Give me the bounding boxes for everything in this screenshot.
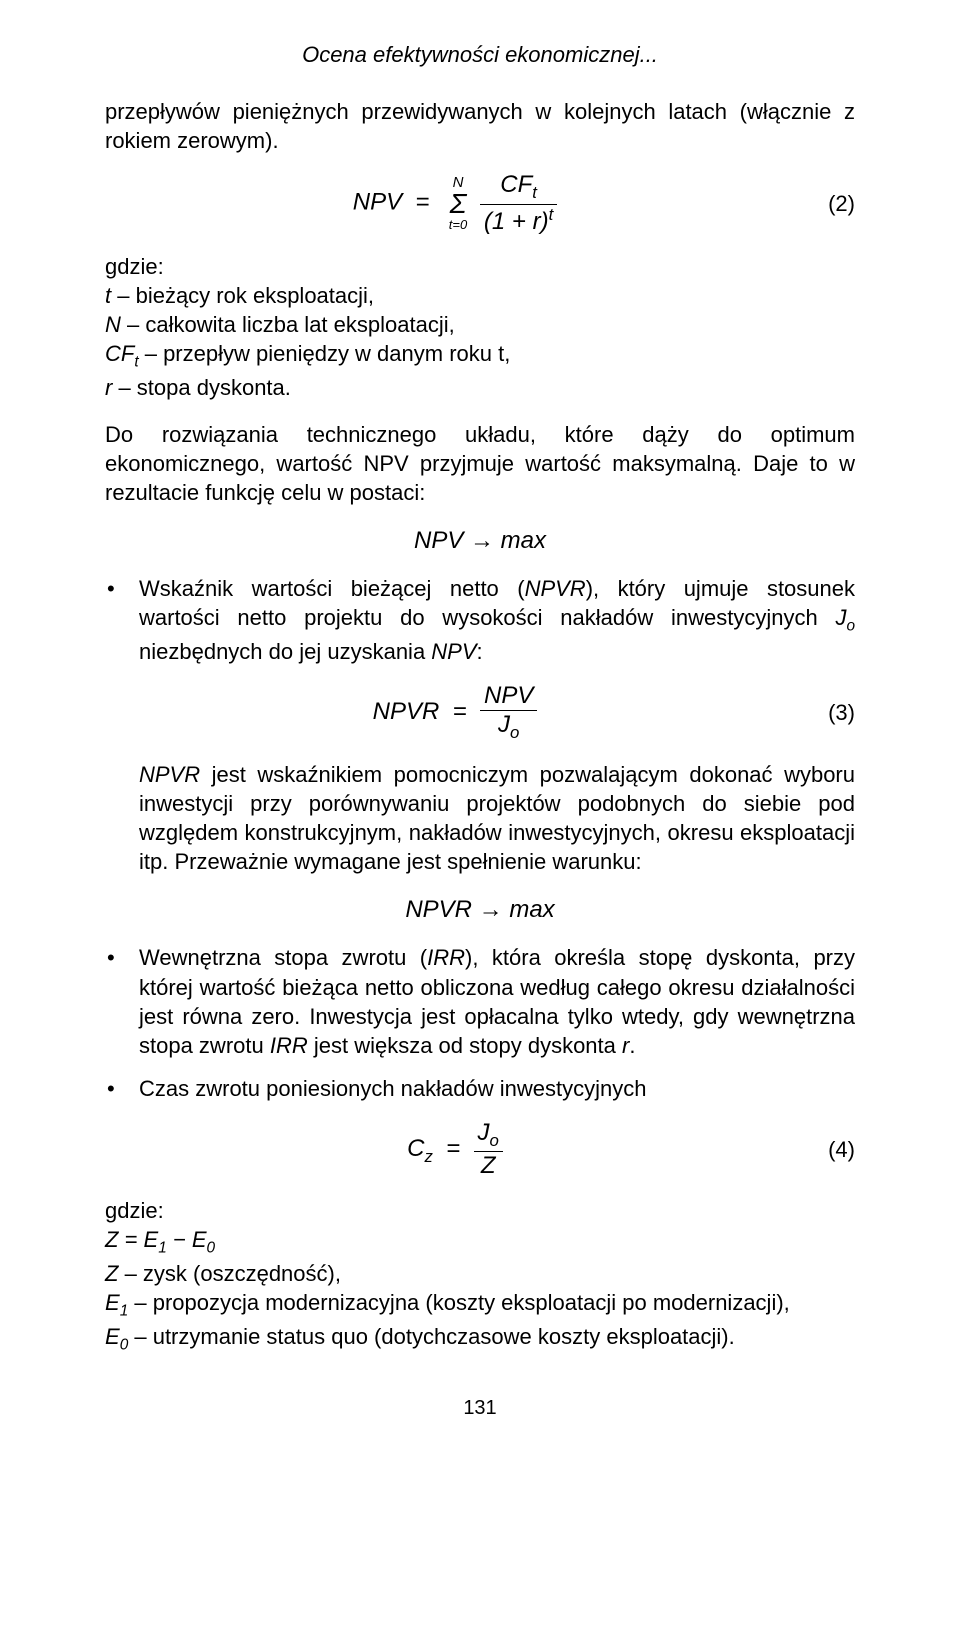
paragraph-3: NPVR jest wskaźnikiem pomocniczym pozwal… [139, 760, 855, 876]
where4-l3-sym: E1 [105, 1290, 128, 1315]
p3-a: NPVR [139, 762, 200, 787]
eq2-num: CFt [500, 171, 537, 198]
eq3-den-sub: o [510, 723, 519, 742]
where4-l3-sub: 1 [120, 1302, 129, 1319]
equation-npvr-max: NPVR → max [105, 894, 855, 926]
where2-l1-txt: – bieżący rok eksploatacji, [111, 283, 374, 308]
b1-t4a: J [835, 605, 846, 630]
where2-l3-sym-a: CF [105, 341, 134, 366]
sigma-symbol: Σ [449, 190, 467, 218]
bullet-2: • Wewnętrzna stopa zwrotu (IRR), która o… [105, 943, 855, 1059]
where2-l4: r – stopa dyskonta. [105, 373, 855, 402]
b2-t7: . [629, 1033, 635, 1058]
page-number: 131 [105, 1395, 855, 1421]
bullet-3: • Czas zwrotu poniesionych nakładów inwe… [105, 1074, 855, 1103]
eq4-num-a: J [478, 1119, 490, 1146]
eq4-fraction: Jo Z [474, 1121, 503, 1179]
eq2-den-exp: t [549, 205, 554, 224]
where-intro: gdzie: [105, 252, 855, 281]
where4-l4-sym-a: E [105, 1324, 120, 1349]
where4-l3-sym-a: E [105, 1290, 120, 1315]
where2-l3: CFt – przepływ pieniędzy w danym roku t, [105, 339, 855, 373]
b2-t4: IRR [270, 1033, 308, 1058]
arrow-icon-2: → [479, 896, 503, 923]
where4-l4-sym: E0 [105, 1324, 128, 1349]
b2-t1: Wewnętrzna stopa zwrotu ( [139, 945, 427, 970]
eq4-lhs-a: C [407, 1135, 424, 1162]
eq3-fraction: NPV Jo [480, 684, 537, 742]
where2-l2: N – całkowita liczba lat eksploatacji, [105, 310, 855, 339]
b2-t5: jest większa od stopy dyskonta [308, 1033, 622, 1058]
where2-l3-sym: CFt [105, 341, 139, 366]
b1-t4sub: o [846, 618, 855, 635]
eq4-num: Jo [474, 1121, 503, 1153]
equation-4: Cz = Jo Z [105, 1121, 805, 1179]
where4-intro: gdzie: [105, 1196, 855, 1225]
bullet-dot-icon-2: • [105, 943, 139, 1059]
b1-t5: niezbędnych do jej uzyskania [139, 639, 431, 664]
eq2-sigma: N Σ t=0 [449, 175, 467, 231]
where4-l3-txt: – propozycja modernizacyjna (koszty eksp… [128, 1290, 790, 1315]
where4-l2-txt: – zysk (oszczędność), [118, 1261, 341, 1286]
where4-l4-sub: 0 [120, 1336, 129, 1353]
b1-t4: Jo [835, 605, 855, 630]
b1-t1: Wskaźnik wartości bieżącej netto ( [139, 576, 525, 601]
eq2-den: (1 + r) [484, 208, 549, 235]
eq4-lhs-sub: z [424, 1147, 432, 1166]
equation-npv-max: NPV → max [105, 525, 855, 557]
equation-3-number: (3) [805, 698, 855, 727]
eq3-lhs: NPVR [373, 698, 440, 725]
where2-l2-txt: – całkowita liczba lat eksploatacji, [121, 312, 455, 337]
bullet-dot-icon-3: • [105, 1074, 139, 1103]
where4-l4-txt: – utrzymanie status quo (dotychczasowe k… [128, 1324, 735, 1349]
where4-l2: Z – zysk (oszczędność), [105, 1259, 855, 1288]
equation-2: NPV = N Σ t=0 CFt (1 + r)t [105, 173, 805, 234]
b2-t2: IRR [427, 945, 465, 970]
bullet-1-content: Wskaźnik wartości bieżącej netto (NPVR),… [139, 574, 855, 666]
where-block-2: gdzie: t – bieżący rok eksploatacji, N –… [105, 252, 855, 402]
where-block-4: gdzie: Z = E1 − E0 Z – zysk (oszczędność… [105, 1196, 855, 1355]
eq4-num-sub: o [490, 1130, 499, 1149]
equation-2-row: NPV = N Σ t=0 CFt (1 + r)t (2) [105, 173, 855, 234]
b1-t2: NPVR [525, 576, 586, 601]
equation-2-number: (2) [805, 189, 855, 218]
arrow-icon: → [470, 527, 494, 554]
bullet-3-content: Czas zwrotu poniesionych nakładów inwest… [139, 1074, 855, 1103]
where2-l2-sym: N [105, 312, 121, 337]
bullet-1: • Wskaźnik wartości bieżącej netto (NPVR… [105, 574, 855, 666]
equation-3: NPVR = NPV Jo [105, 684, 805, 742]
equation-3-row: NPVR = NPV Jo (3) [105, 684, 855, 742]
where2-l1: t – bieżący rok eksploatacji, [105, 281, 855, 310]
eq3-den: Jo [480, 711, 537, 742]
eq3-den-a: J [498, 711, 510, 738]
bullet-2-content: Wewnętrzna stopa zwrotu (IRR), która okr… [139, 943, 855, 1059]
b1-t6: NPV [431, 639, 476, 664]
where4-l4: E0 – utrzymanie status quo (dotychczasow… [105, 1322, 855, 1356]
where2-l3-txt: – przepływ pieniędzy w danym roku t, [139, 341, 511, 366]
where4-l1: Z = E1 − E0 [105, 1225, 855, 1259]
where4-l3: E1 – propozycja modernizacyjna (koszty e… [105, 1288, 855, 1322]
eq2-sigma-bot: t=0 [449, 218, 467, 231]
paragraph-intro: przepływów pieniężnych przewidywanych w … [105, 97, 855, 155]
where2-l4-txt: – stopa dyskonta. [112, 375, 291, 400]
eq4-lhs: Cz [407, 1135, 433, 1162]
equation-4-row: Cz = Jo Z (4) [105, 1121, 855, 1179]
eq2-lhs: NPV [353, 189, 402, 216]
eq4-den: Z [474, 1152, 503, 1178]
b1-t7: : [477, 639, 483, 664]
bullet-dot-icon: • [105, 574, 139, 666]
eq3-num: NPV [480, 684, 537, 711]
equation-4-number: (4) [805, 1135, 855, 1164]
running-header: Ocena efektywności ekonomicznej... [105, 40, 855, 69]
where4-l2-sym: Z [105, 1261, 118, 1286]
p3-b: jest wskaźnikiem pomocniczym pozwalający… [139, 762, 855, 874]
paragraph-2: Do rozwiązania technicznego układu, któr… [105, 420, 855, 507]
eq2-fraction: CFt (1 + r)t [480, 173, 557, 234]
